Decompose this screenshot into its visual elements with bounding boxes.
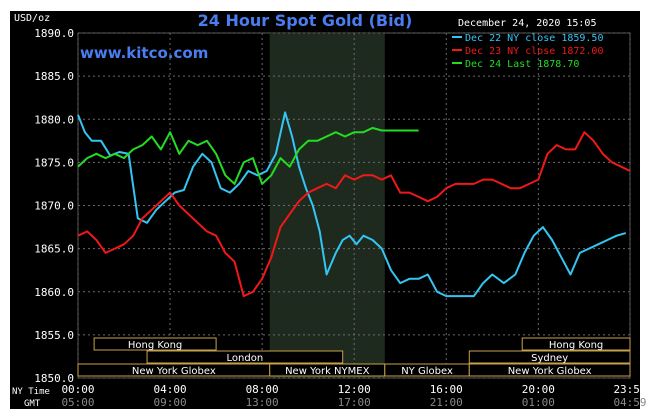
y-axis-ticks: 1890.0 1885.0 1880.0 1875.0 1870.0 1865.0 1860… <box>34 27 74 385</box>
session-bar: NY Globex <box>384 363 470 377</box>
x-tick-ny: 23:59 <box>613 383 646 396</box>
x-tick-gmt: 09:00 <box>154 396 187 409</box>
session-label: Hong Kong <box>549 340 603 351</box>
legend-entry: Dec 22 NY close 1859.50 <box>452 33 603 44</box>
y-axis-label: USD/oz <box>14 13 50 24</box>
grid-lines <box>77 32 631 379</box>
session-bar: New York Globex <box>468 363 631 377</box>
session-bar: New York Globex <box>77 363 271 377</box>
session-bar-box <box>146 350 344 364</box>
session-label: Sydney <box>531 353 568 364</box>
x-tick-gmt: 21:00 <box>430 396 463 409</box>
x-tick-ny: 00:00 <box>61 383 94 396</box>
x-tick-gmt: 17:00 <box>338 396 371 409</box>
y-tick-label: 1890.0 <box>34 27 74 40</box>
x-tick-gmt: 04:59 <box>613 396 646 409</box>
chart-title: 24 Hour Spot Gold (Bid) <box>198 11 413 30</box>
legend-entry: Dec 24 Last 1878.70 <box>452 59 579 70</box>
session-bar-box <box>468 350 631 364</box>
x-tick-ny: 16:00 <box>430 383 463 396</box>
session-bar-box <box>521 337 631 351</box>
legend-label: Dec 23 NY close 1872.00 <box>465 46 603 57</box>
y-tick-label: 1865.0 <box>34 243 74 256</box>
x-tick-gmt: 13:00 <box>246 396 279 409</box>
session-label: London <box>227 353 264 364</box>
session-bar-box <box>468 363 631 377</box>
session-bar: Sydney <box>468 350 631 364</box>
y-tick-label: 1875.0 <box>34 156 74 169</box>
date-timestamp: December 24, 2020 15:05 <box>458 18 596 29</box>
legend-label: Dec 24 Last 1878.70 <box>465 59 579 70</box>
y-tick-label: 1860.0 <box>34 286 74 299</box>
y-tick-label: 1885.0 <box>34 70 74 83</box>
session-bar: Hong Kong <box>521 337 631 351</box>
x-tick-ny: 20:00 <box>522 383 555 396</box>
y-tick-label: 1850.0 <box>34 372 74 385</box>
legend-label: Dec 22 NY close 1859.50 <box>465 33 603 44</box>
x-row-ny-label: NY Time <box>12 387 50 397</box>
series-line <box>77 126 419 185</box>
session-label: New York Globex <box>132 366 216 377</box>
y-tick-label: 1855.0 <box>34 329 74 342</box>
legend-entry: Dec 23 NY close 1872.00 <box>452 46 603 57</box>
session-label: New York NYMEX <box>285 366 370 377</box>
x-row-gmt-label: GMT <box>24 399 41 409</box>
series-line <box>77 131 631 298</box>
session-bar: Hong Kong <box>93 337 217 351</box>
legend: Dec 22 NY close 1859.50 Dec 23 NY close 1… <box>452 33 603 70</box>
series-lines <box>77 111 631 298</box>
nymex-shaded-region <box>269 33 385 378</box>
x-tick-ny: 04:00 <box>154 383 187 396</box>
session-bar: London <box>146 350 344 364</box>
trading-sessions: Hong Kong Hong Kong London Sydney New York G… <box>77 337 631 377</box>
session-label: Hong Kong <box>128 340 182 351</box>
y-tick-label: 1870.0 <box>34 200 74 213</box>
x-tick-ny: 12:00 <box>338 383 371 396</box>
session-label: New York Globex <box>508 366 592 377</box>
series-line <box>77 111 627 298</box>
x-tick-ny: 08:00 <box>246 383 279 396</box>
x-tick-gmt: 05:00 <box>61 396 94 409</box>
session-bar: New York NYMEX <box>269 363 386 377</box>
session-bar-box <box>93 337 217 351</box>
y-tick-label: 1880.0 <box>34 113 74 126</box>
x-tick-gmt: 01:00 <box>522 396 555 409</box>
brand-url: www.kitco.com <box>80 44 208 62</box>
session-label: NY Globex <box>401 366 453 377</box>
